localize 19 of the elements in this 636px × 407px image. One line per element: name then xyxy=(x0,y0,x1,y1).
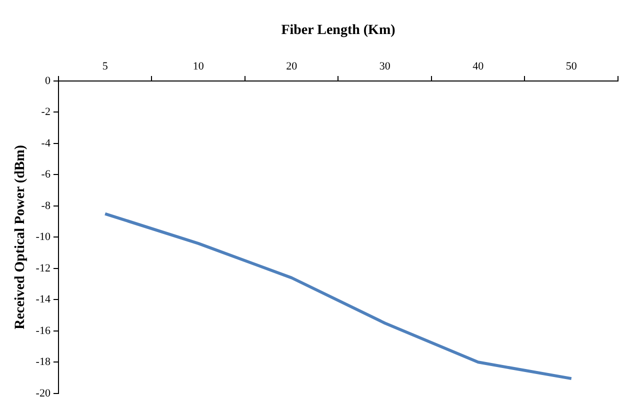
y-tick-label: -16 xyxy=(36,324,51,337)
y-tick-label: -2 xyxy=(41,106,50,118)
y-tick-label: -4 xyxy=(41,137,51,150)
y-tick-label: -10 xyxy=(36,231,51,244)
y-tick-label: -18 xyxy=(36,356,51,368)
x-tick-label: 50 xyxy=(566,60,578,72)
y-tick-label: -20 xyxy=(36,387,51,400)
x-tick-label: 40 xyxy=(472,60,484,72)
y-tick-label: -8 xyxy=(41,200,51,212)
x-tick-label: 5 xyxy=(102,60,108,72)
x-tick-label: 10 xyxy=(192,60,204,72)
y-tick-label: 0 xyxy=(44,74,51,87)
y-tick-label: -6 xyxy=(41,168,51,181)
x-tick-label: 20 xyxy=(286,60,298,72)
y-tick-label: -12 xyxy=(36,262,50,274)
x-axis-title: Fiber Length (Km) xyxy=(281,23,396,38)
y-tick-label: -14 xyxy=(36,294,51,306)
y-axis-title: Received Optical Power (dBm) xyxy=(13,144,28,330)
x-tick-label: 30 xyxy=(379,60,391,72)
